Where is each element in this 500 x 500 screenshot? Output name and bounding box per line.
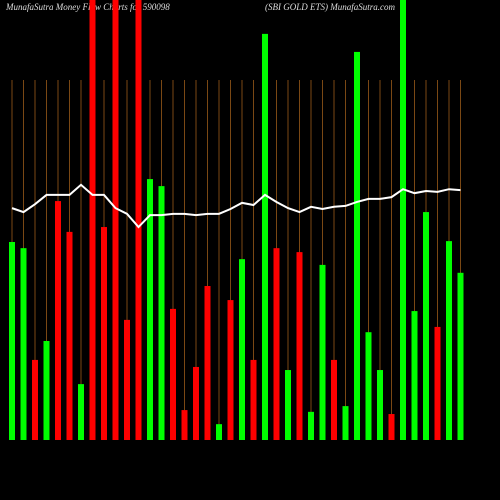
bar — [457, 272, 464, 440]
bar — [239, 259, 245, 440]
bar — [147, 179, 153, 440]
bar — [89, 0, 96, 440]
bar — [216, 424, 222, 440]
price-line — [11, 183, 461, 229]
bar — [55, 201, 61, 440]
bar — [158, 186, 165, 440]
bar — [135, 0, 142, 440]
bar — [66, 231, 73, 440]
bar — [319, 264, 326, 440]
bar — [124, 319, 130, 440]
bar — [43, 341, 50, 440]
bar — [170, 308, 176, 440]
bar — [331, 359, 337, 440]
bar — [204, 286, 211, 440]
bar — [227, 300, 234, 440]
bar — [434, 326, 441, 440]
bar — [78, 384, 84, 440]
bar — [400, 0, 406, 440]
bar — [112, 0, 119, 440]
chart-title: MunafaSutra Money Flow Charts for 590098 — [5, 2, 170, 12]
bar — [262, 33, 268, 440]
bar — [308, 411, 314, 440]
bar — [20, 248, 27, 440]
bar — [388, 414, 395, 440]
bar — [32, 359, 38, 440]
bar — [101, 227, 107, 440]
bar — [354, 51, 360, 441]
bar — [411, 311, 418, 440]
bar — [9, 242, 15, 440]
bar — [423, 212, 429, 440]
bar — [342, 406, 349, 440]
bar — [296, 252, 303, 440]
bar — [377, 370, 383, 440]
bar — [446, 241, 452, 440]
bar — [365, 332, 372, 440]
bar — [193, 366, 199, 440]
bar — [250, 359, 257, 440]
bar — [181, 410, 188, 440]
bar — [285, 370, 291, 440]
chart-subtitle: (SBI GOLD ETS) MunafaSutra.com — [265, 2, 395, 12]
bar — [273, 248, 280, 440]
